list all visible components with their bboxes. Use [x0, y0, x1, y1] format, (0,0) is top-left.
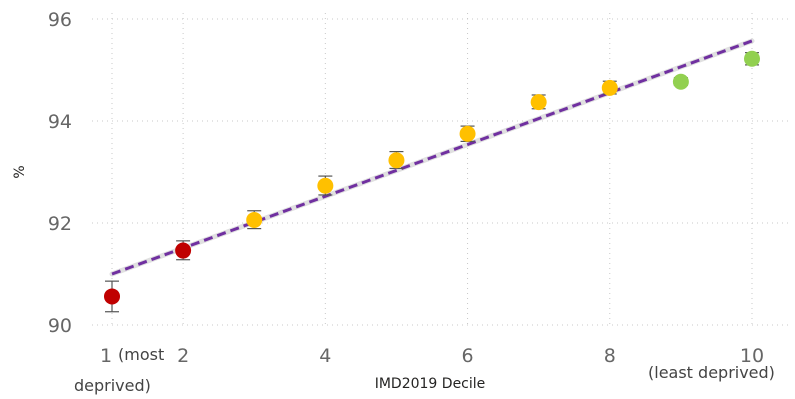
point-decile-5 — [388, 152, 405, 169]
point-decile-2 — [175, 242, 192, 259]
x-tick-2: 2 — [177, 345, 189, 367]
point-decile-3 — [246, 211, 263, 228]
y-tick-96: 96 — [48, 9, 72, 31]
x-note-most-deprived-line2: deprived) — [74, 376, 151, 395]
x-note-least-deprived: (least deprived) — [648, 363, 775, 382]
point-decile-10 — [744, 50, 760, 67]
error-bars — [105, 52, 759, 313]
grid-lines — [92, 13, 790, 327]
x-tick-10: 10 — [740, 345, 764, 367]
x-tick-1: 1 — [100, 345, 112, 367]
point-decile-1 — [104, 288, 120, 305]
y-axis-title: % — [12, 165, 28, 178]
trendline-group — [109, 38, 755, 277]
data-points — [104, 50, 760, 305]
point-decile-8 — [601, 79, 618, 96]
x-tick-labels: 1 (most 2 4 6 8 10 — [100, 345, 764, 367]
point-decile-7 — [530, 94, 547, 111]
y-tick-labels: 90 92 94 96 — [48, 9, 72, 337]
x-axis-title: IMD2019 Decile — [375, 376, 486, 392]
x-tick-6: 6 — [462, 345, 474, 367]
x-note-most-deprived: (most — [118, 345, 164, 364]
trendline — [111, 39, 753, 276]
x-tick-4: 4 — [319, 345, 331, 367]
x-tick-8: 8 — [604, 345, 616, 367]
y-tick-90: 90 — [48, 315, 72, 337]
point-decile-6 — [459, 125, 476, 142]
point-decile-9 — [672, 73, 689, 90]
point-decile-4 — [317, 177, 334, 194]
y-tick-92: 92 — [48, 213, 72, 235]
y-tick-94: 94 — [48, 111, 72, 133]
